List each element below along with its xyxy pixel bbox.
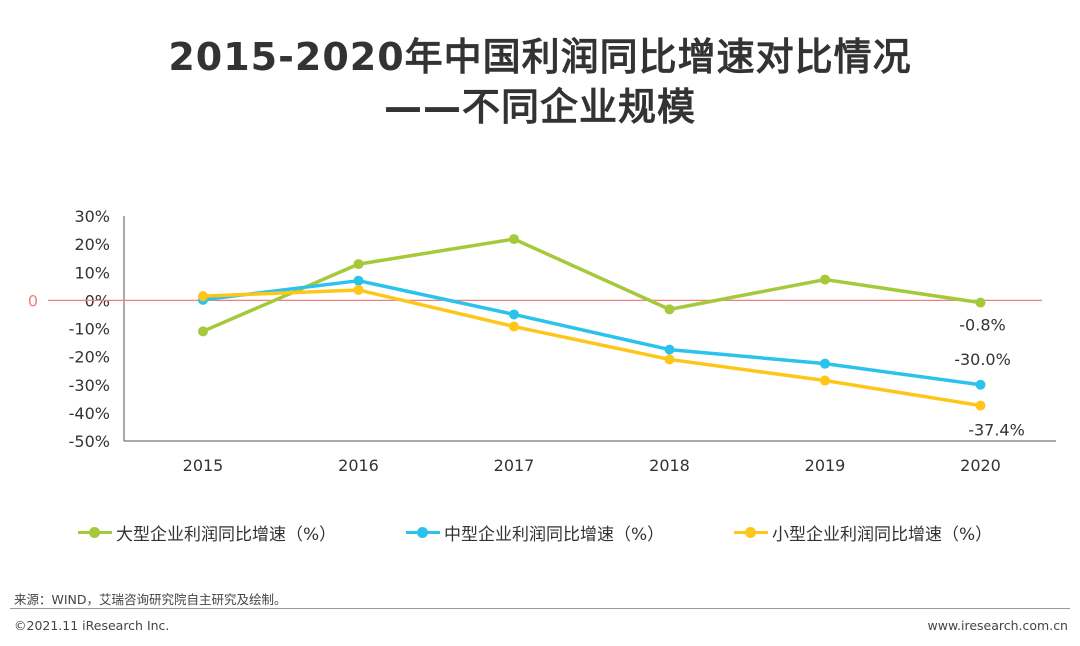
- x-tick-label: 2018: [649, 456, 690, 475]
- chart-legend: 大型企业利润同比增速（%） 中型企业利润同比增速（%） 小型企业利润同比增速（%）: [0, 520, 1080, 545]
- data-label: -30.0%: [954, 350, 1011, 369]
- data-point: [509, 234, 519, 245]
- legend-label: 小型企业利润同比增速（%）: [772, 524, 993, 545]
- x-tick-label: 2017: [494, 456, 535, 475]
- data-point: [975, 400, 986, 411]
- x-tick-label: 2016: [338, 456, 379, 475]
- data-point: [509, 321, 519, 332]
- chart-subtitle: ——不同企业规模: [383, 85, 696, 129]
- series-line-2: [201, 288, 983, 408]
- y-tick-label: -40%: [69, 404, 110, 423]
- x-tick-label: 2020: [960, 456, 1001, 475]
- x-tick-label: 2019: [805, 456, 846, 475]
- footer-divider: [10, 608, 1070, 609]
- data-point: [198, 326, 208, 337]
- source-note: 来源：WIND，艾瑞咨询研究院自主研究及绘制。: [14, 592, 287, 607]
- data-point: [198, 291, 208, 302]
- data-point: [664, 354, 675, 365]
- legend-swatch: [78, 526, 112, 538]
- legend-swatch: [734, 526, 768, 538]
- legend-item: 小型企业利润同比增速（%）: [734, 520, 993, 545]
- legend-marker: [89, 526, 100, 538]
- data-point: [353, 259, 364, 270]
- series-line-0: [201, 237, 983, 334]
- legend-item: 中型企业利润同比增速（%）: [406, 520, 665, 545]
- data-point: [975, 297, 986, 308]
- copyright-text: ©2021.11 iResearch Inc.: [14, 618, 170, 633]
- data-label: -0.8%: [959, 316, 1005, 335]
- data-point: [664, 344, 675, 355]
- data-label: -37.4%: [968, 421, 1025, 440]
- y-tick-label: -30%: [69, 376, 110, 395]
- data-point: [353, 275, 364, 286]
- y-tick-label: -20%: [69, 348, 110, 367]
- y-tick-label: 30%: [74, 207, 110, 226]
- y-tick-label: -10%: [69, 320, 110, 339]
- data-point: [820, 274, 830, 285]
- legend-swatch: [406, 526, 440, 538]
- y-tick-label: 20%: [74, 235, 110, 254]
- data-point: [664, 304, 675, 315]
- data-point: [820, 375, 830, 386]
- legend-marker: [417, 526, 428, 538]
- x-tick-label: 2015: [183, 456, 224, 475]
- y-tick-label: 10%: [74, 263, 110, 282]
- legend-label: 中型企业利润同比增速（%）: [444, 524, 665, 545]
- legend-marker: [745, 526, 756, 538]
- legend-item: 大型企业利润同比增速（%）: [78, 520, 337, 545]
- website-url: www.iresearch.com.cn: [927, 618, 1069, 633]
- data-point: [353, 284, 364, 295]
- y-tick-label: -50%: [69, 432, 110, 451]
- legend-label: 大型企业利润同比增速（%）: [116, 524, 337, 545]
- data-point: [509, 309, 519, 320]
- series-line-1: [201, 278, 983, 387]
- chart-title: 2015-2020年中国利润同比增速对比情况: [168, 35, 912, 79]
- zero-reference-label: 0: [28, 291, 38, 310]
- data-point: [820, 358, 830, 369]
- data-point: [975, 379, 986, 390]
